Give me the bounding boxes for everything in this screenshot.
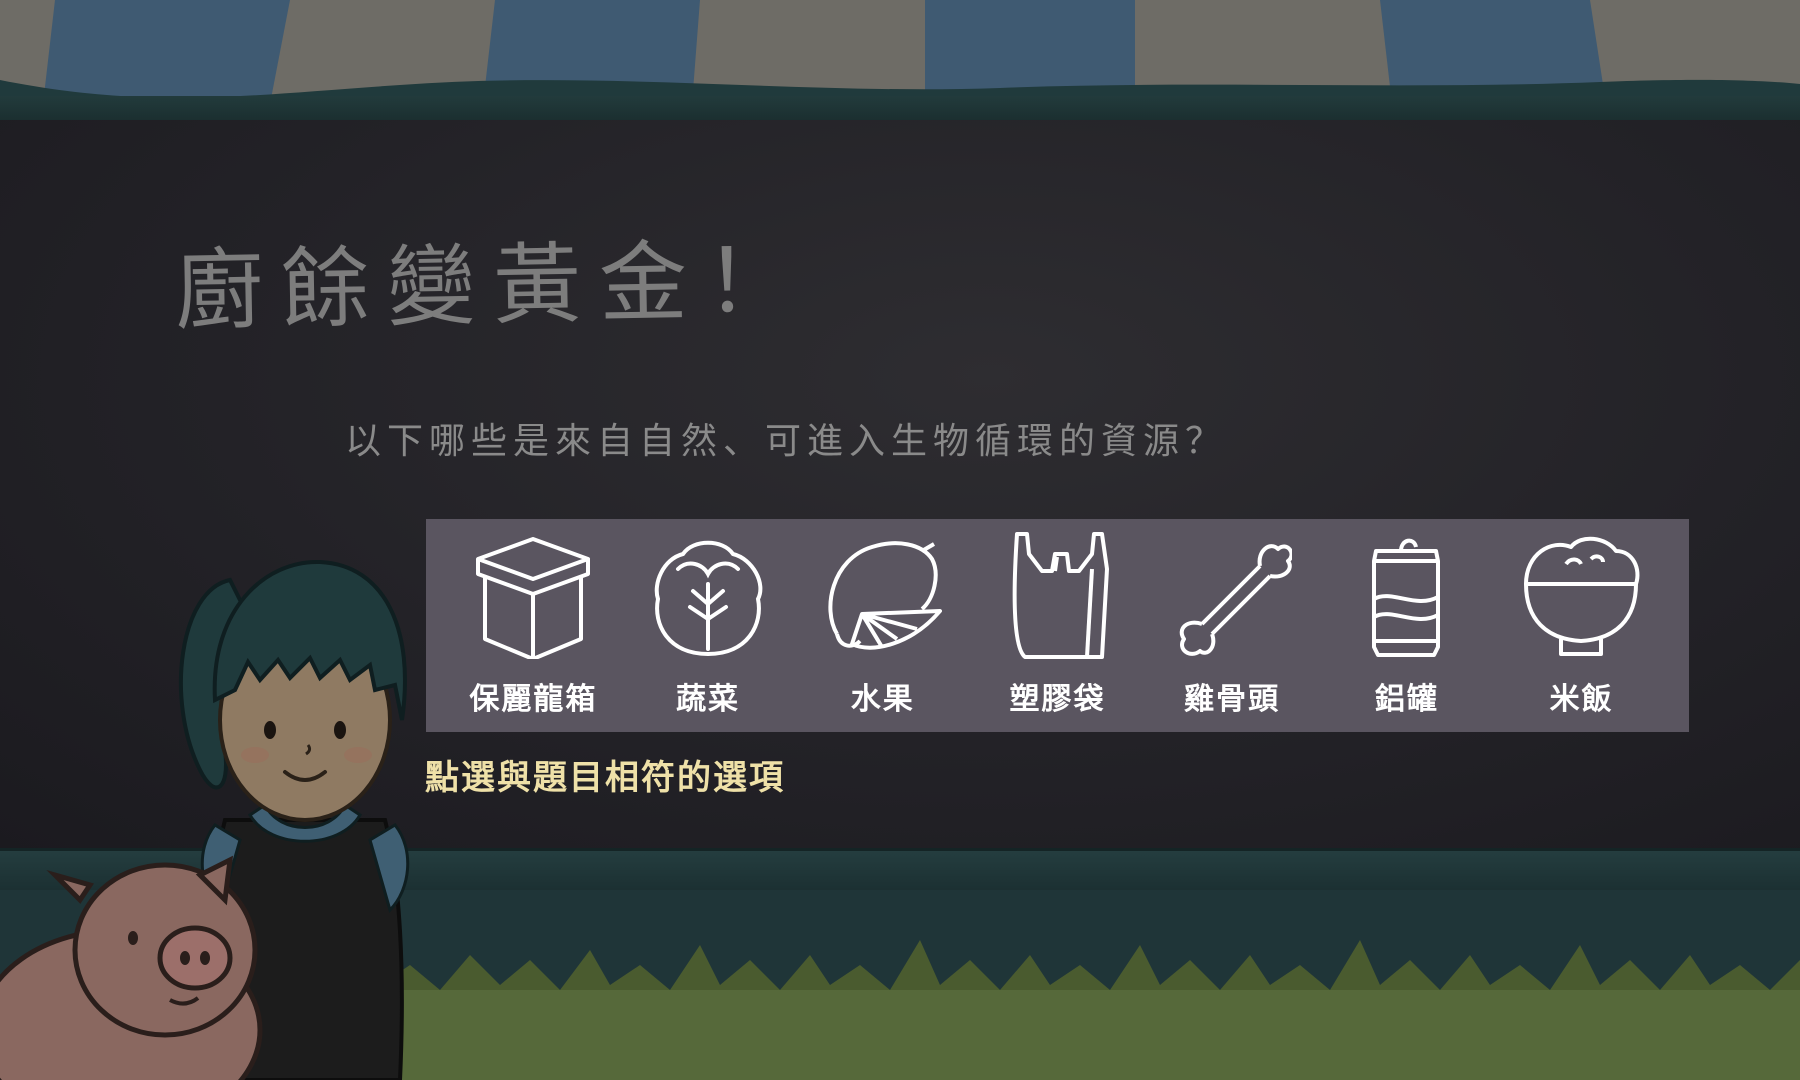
option-vegetable[interactable]: 蔬菜: [626, 519, 791, 732]
game-title: 廚餘變黃金！: [174, 228, 812, 343]
question-text: 以下哪些是來自自然、可進入生物循環的資源？: [345, 421, 1228, 462]
option-label: 鋁罐: [1374, 682, 1439, 717]
option-fruit[interactable]: 水果: [800, 519, 965, 732]
rice-bowl-icon: [1524, 536, 1640, 656]
cabbage-icon: [654, 540, 762, 657]
bone-icon: [1179, 544, 1292, 656]
box-icon: [475, 537, 590, 659]
option-rice[interactable]: 米飯: [1499, 519, 1664, 732]
option-label: 塑膠袋: [1009, 682, 1106, 717]
option-label: 蔬菜: [676, 682, 741, 717]
can-icon: [1372, 538, 1441, 657]
option-plastic-bag[interactable]: 塑膠袋: [975, 519, 1140, 732]
lemon-icon: [828, 541, 943, 650]
option-chicken-bone[interactable]: 雞骨頭: [1150, 519, 1315, 732]
option-label: 水果: [850, 682, 915, 717]
option-aluminum-can[interactable]: 鋁罐: [1324, 519, 1489, 732]
plastic-bag-icon: [1012, 532, 1109, 659]
options-panel: 保麗龍箱 蔬菜 水果: [426, 519, 1689, 732]
option-label: 米飯: [1549, 682, 1614, 717]
instruction-hint: 點選與題目相符的選項: [425, 758, 785, 798]
option-styrofoam-box[interactable]: 保麗龍箱: [451, 519, 616, 732]
option-label: 雞骨頭: [1184, 682, 1281, 717]
pig-character: [0, 855, 263, 1080]
option-label: 保麗龍箱: [469, 682, 598, 717]
girl-character: [178, 559, 410, 1080]
